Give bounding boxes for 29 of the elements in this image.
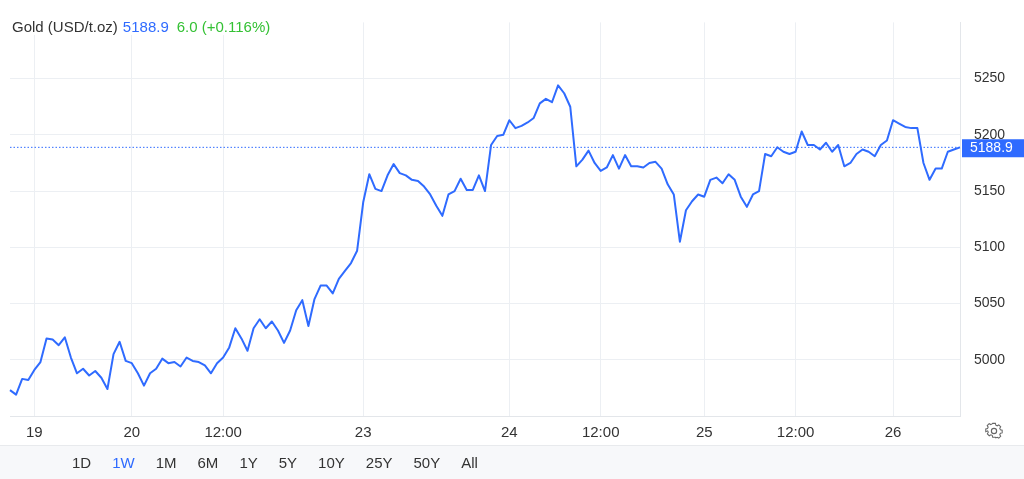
chart-title: Gold (USD/t.oz)	[12, 18, 118, 35]
x-tick-label: 26	[884, 423, 902, 441]
text: 10Y	[318, 454, 345, 471]
x-tick-label: 20	[123, 423, 141, 441]
y-tick-label: 5250	[974, 69, 1006, 86]
y-tick-label: 5000	[974, 350, 1006, 367]
x-tick-label: 25	[695, 423, 713, 441]
text: 1Y	[239, 454, 258, 471]
y-tick-label: 5150	[974, 181, 1006, 198]
text: 6M	[197, 454, 219, 471]
text: 50Y	[413, 454, 441, 471]
x-tick-label: 19	[26, 423, 43, 441]
text: 25Y	[365, 454, 393, 471]
text: 1M	[155, 454, 177, 471]
text: 1D	[72, 454, 92, 471]
ref-line-label: 5188.9	[970, 139, 1014, 156]
x-tick-label: 12:00	[776, 423, 815, 441]
x-tick-label: 12:00	[204, 423, 242, 441]
x-tick-label: 12:00	[581, 423, 620, 441]
text: 5Y	[278, 454, 298, 471]
text: 1W	[112, 454, 135, 471]
text: All	[461, 454, 478, 471]
y-tick-label: 5050	[974, 294, 1006, 311]
x-tick-label: 24	[501, 423, 518, 441]
annotation: 6.0 (+0.116%)	[176, 18, 271, 35]
y-tick-label: 5100	[974, 238, 1006, 255]
x-tick-label: 23	[354, 423, 372, 441]
annotation: 5188.9	[122, 18, 169, 35]
y-tick-label: 5200	[974, 125, 1006, 142]
